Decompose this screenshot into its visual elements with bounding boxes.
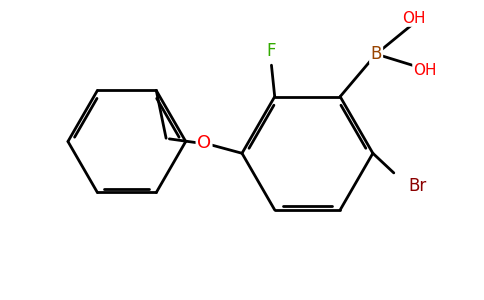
Text: B: B [370,45,382,63]
Text: OH: OH [413,63,437,78]
Text: F: F [267,42,276,60]
Text: Br: Br [409,177,427,195]
Text: O: O [197,134,211,152]
Text: OH: OH [402,11,425,26]
